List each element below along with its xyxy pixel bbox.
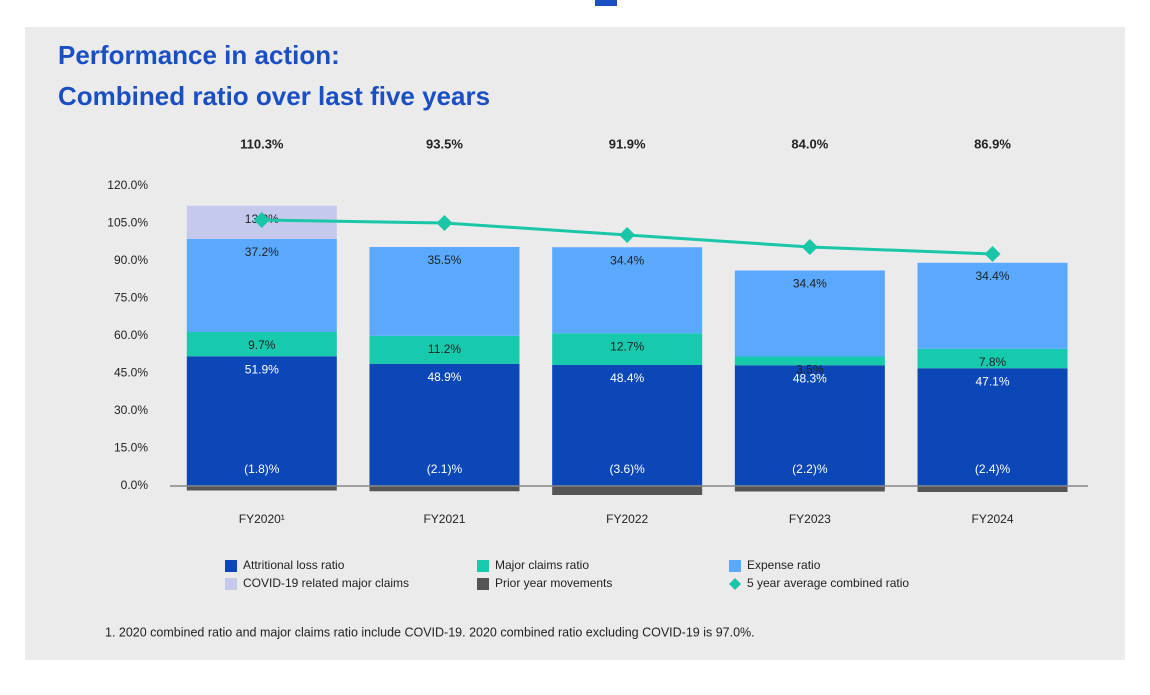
legend-label: Expense ratio <box>747 558 821 572</box>
legend-label: Prior year movements <box>495 576 612 590</box>
bar-segment <box>552 486 703 495</box>
chart-title: Performance in action: <box>58 40 340 70</box>
bar-segment <box>186 356 337 486</box>
x-tick-label: FY2024 <box>972 512 1014 526</box>
bar-segment <box>369 486 520 492</box>
average-marker <box>436 215 453 231</box>
legend-label: Major claims ratio <box>495 558 589 572</box>
value-label: 48.4% <box>610 371 644 385</box>
bar-segment <box>552 333 703 365</box>
legend-label: COVID-19 related major claims <box>243 576 409 590</box>
bar-segment <box>369 363 520 486</box>
y-tick-label: 15.0% <box>114 441 148 455</box>
bar-segment <box>369 335 520 364</box>
x-tick-label: FY2021 <box>423 512 465 526</box>
value-label: 9.7% <box>248 338 276 352</box>
bar-segment <box>734 270 885 357</box>
legend-swatch <box>225 578 237 590</box>
bar-segment <box>186 486 337 491</box>
bar-segment <box>917 262 1068 349</box>
legend-swatch <box>225 560 237 572</box>
bar-segment <box>734 486 885 492</box>
legend-label: Attritional loss ratio <box>243 558 345 572</box>
x-tick-label: FY2020¹ <box>239 512 285 526</box>
y-tick-label: 0.0% <box>121 478 149 492</box>
bar-segment <box>917 368 1068 486</box>
y-tick-label: 105.0% <box>107 216 148 230</box>
total-label: 84.0% <box>791 136 828 151</box>
average-marker <box>984 246 1001 262</box>
value-label: 35.5% <box>427 253 461 267</box>
value-label: 51.9% <box>245 362 279 376</box>
legend-label: 5 year average combined ratio <box>747 576 909 590</box>
bar-segment <box>552 247 703 334</box>
total-label: 93.5% <box>426 136 463 151</box>
y-tick-label: 60.0% <box>114 328 148 342</box>
value-label: 48.9% <box>427 370 461 384</box>
bar-segment <box>186 239 337 332</box>
chart-subtitle: Combined ratio over last five years <box>58 81 490 111</box>
value-label: 34.4% <box>793 277 827 291</box>
y-tick-label: 120.0% <box>107 178 148 192</box>
total-label: 110.3% <box>240 136 284 151</box>
y-tick-label: 75.0% <box>114 291 148 305</box>
y-tick-label: 45.0% <box>114 366 148 380</box>
average-marker <box>619 227 636 243</box>
value-label: 37.2% <box>245 245 279 259</box>
y-tick-label: 90.0% <box>114 253 148 267</box>
bar-segment <box>734 365 885 486</box>
y-tick-label: 30.0% <box>114 403 148 417</box>
bar-segment <box>552 365 703 486</box>
value-label: 34.4% <box>976 269 1010 283</box>
bar-segment <box>734 356 885 366</box>
value-label: (2.2)% <box>792 462 828 476</box>
value-label: 12.7% <box>610 339 644 353</box>
footnote: 1. 2020 combined ratio and major claims … <box>105 625 755 639</box>
value-label: 47.1% <box>976 374 1010 388</box>
average-marker <box>801 239 818 255</box>
bar-segment <box>917 348 1068 369</box>
value-label: 11.2% <box>428 342 461 356</box>
icon <box>595 0 617 6</box>
total-label: 86.9% <box>974 136 1011 151</box>
legend-marker <box>729 578 741 590</box>
legend-swatch <box>477 560 489 572</box>
total-label: 91.9% <box>609 136 646 151</box>
x-tick-label: FY2023 <box>789 512 831 526</box>
value-label: 3.5% <box>796 363 824 377</box>
value-label: 34.4% <box>610 253 644 267</box>
value-label: (2.4)% <box>975 462 1011 476</box>
value-label: 48.3% <box>793 371 827 385</box>
bar-segment <box>369 247 520 336</box>
value-label: 7.8% <box>979 355 1007 369</box>
value-label: (2.1)% <box>427 462 463 476</box>
legend-swatch <box>477 578 489 590</box>
value-label: (1.8)% <box>244 462 280 476</box>
bar-segment <box>186 332 337 357</box>
value-label: (3.6)% <box>609 462 645 476</box>
x-tick-label: FY2022 <box>606 512 648 526</box>
legend-swatch <box>729 560 741 572</box>
bar-segment <box>917 486 1068 492</box>
average-marker <box>253 212 270 228</box>
